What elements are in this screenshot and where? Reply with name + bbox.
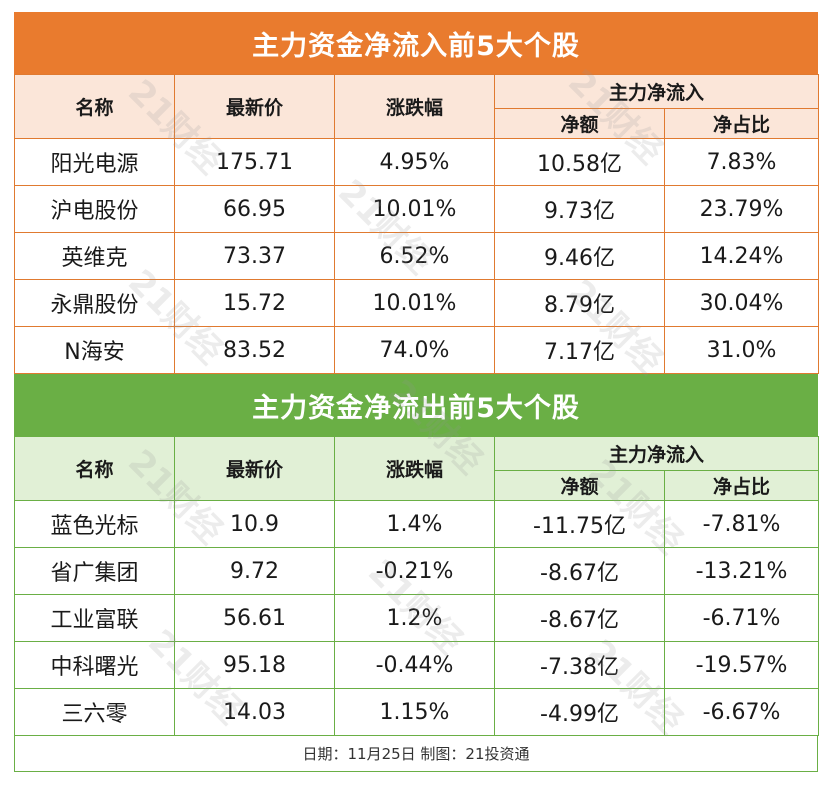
table-row: 永鼎股份 15.72 10.01% 8.79亿 30.04% xyxy=(14,279,820,327)
inflow-title: 主力资金净流入前5大个股 xyxy=(14,12,818,74)
stock-change: -0.21% xyxy=(334,547,495,595)
net-ratio: -13.21% xyxy=(663,547,820,595)
header-name: 名称 xyxy=(14,74,175,139)
table-row: 阳光电源 175.71 4.95% 10.58亿 7.83% xyxy=(14,138,820,186)
table-row: 沪电股份 66.95 10.01% 9.73亿 23.79% xyxy=(14,185,820,233)
stock-flow-infographic: 主力资金净流入前5大个股 名称 最新价 涨跌幅 主力净流入 净额 净占比 阳光电… xyxy=(14,12,820,772)
net-amount: 9.73亿 xyxy=(494,185,665,233)
net-amount: 8.79亿 xyxy=(494,279,665,327)
stock-change: 6.52% xyxy=(334,232,495,280)
header-main-net-inflow: 主力净流入 xyxy=(493,436,820,471)
net-ratio: 14.24% xyxy=(663,232,820,280)
net-amount: 7.17亿 xyxy=(494,326,665,374)
net-ratio: -6.67% xyxy=(663,688,820,736)
stock-price: 95.18 xyxy=(174,641,335,689)
net-ratio: 7.83% xyxy=(663,138,820,186)
stock-change: 4.95% xyxy=(334,138,495,186)
stock-price: 66.95 xyxy=(174,185,335,233)
stock-change: 10.01% xyxy=(334,185,495,233)
stock-change: 1.4% xyxy=(334,500,495,548)
header-amount: 净额 xyxy=(494,108,665,139)
table-row: 省广集团 9.72 -0.21% -8.67亿 -13.21% xyxy=(14,547,820,595)
stock-change: -0.44% xyxy=(334,641,495,689)
net-ratio: -7.81% xyxy=(663,500,820,548)
table-row: N海安 83.52 74.0% 7.17亿 31.0% xyxy=(14,326,820,374)
stock-price: 83.52 xyxy=(174,326,335,374)
header-ratio: 净占比 xyxy=(663,470,820,501)
table-row: 中科曙光 95.18 -0.44% -7.38亿 -19.57% xyxy=(14,641,820,689)
header-main-net-inflow: 主力净流入 xyxy=(493,74,820,109)
header-name: 名称 xyxy=(14,436,175,501)
stock-change: 10.01% xyxy=(334,279,495,327)
stock-name: 沪电股份 xyxy=(14,185,175,233)
header-change: 涨跌幅 xyxy=(334,436,495,501)
stock-price: 73.37 xyxy=(174,232,335,280)
table-row: 英维克 73.37 6.52% 9.46亿 14.24% xyxy=(14,232,820,280)
net-ratio: -19.57% xyxy=(663,641,820,689)
net-amount: -4.99亿 xyxy=(494,688,665,736)
stock-price: 9.72 xyxy=(174,547,335,595)
stock-name: 省广集团 xyxy=(14,547,175,595)
stock-name: 英维克 xyxy=(14,232,175,280)
net-ratio: 31.0% xyxy=(663,326,820,374)
stock-change: 74.0% xyxy=(334,326,495,374)
stock-name: 永鼎股份 xyxy=(14,279,175,327)
table-row: 工业富联 56.61 1.2% -8.67亿 -6.71% xyxy=(14,594,820,642)
net-amount: 9.46亿 xyxy=(494,232,665,280)
table-row: 蓝色光标 10.9 1.4% -11.75亿 -7.81% xyxy=(14,500,820,548)
stock-change: 1.2% xyxy=(334,594,495,642)
stock-name: 蓝色光标 xyxy=(14,500,175,548)
table-row: 三六零 14.03 1.15% -4.99亿 -6.67% xyxy=(14,688,820,736)
header-amount: 净额 xyxy=(494,470,665,501)
stock-change: 1.15% xyxy=(334,688,495,736)
stock-price: 15.72 xyxy=(174,279,335,327)
header-ratio: 净占比 xyxy=(663,108,820,139)
net-ratio: 30.04% xyxy=(663,279,820,327)
net-amount: -11.75亿 xyxy=(494,500,665,548)
stock-name: 三六零 xyxy=(14,688,175,736)
inflow-table: 名称 最新价 涨跌幅 主力净流入 净额 净占比 阳光电源 175.71 4.95… xyxy=(14,74,820,374)
stock-price: 10.9 xyxy=(174,500,335,548)
net-amount: 10.58亿 xyxy=(494,138,665,186)
net-ratio: -6.71% xyxy=(663,594,820,642)
stock-price: 175.71 xyxy=(174,138,335,186)
stock-price: 56.61 xyxy=(174,594,335,642)
net-amount: -8.67亿 xyxy=(494,594,665,642)
stock-name: N海安 xyxy=(14,326,175,374)
net-amount: -8.67亿 xyxy=(494,547,665,595)
header-price: 最新价 xyxy=(174,74,335,139)
footer-caption: 日期：11月25日 制图：21投资通 xyxy=(14,736,818,772)
outflow-title: 主力资金净流出前5大个股 xyxy=(14,374,818,436)
header-price: 最新价 xyxy=(174,436,335,501)
stock-price: 14.03 xyxy=(174,688,335,736)
outflow-table: 名称 最新价 涨跌幅 主力净流入 净额 净占比 蓝色光标 10.9 1.4% -… xyxy=(14,436,820,736)
net-ratio: 23.79% xyxy=(663,185,820,233)
stock-name: 阳光电源 xyxy=(14,138,175,186)
net-amount: -7.38亿 xyxy=(494,641,665,689)
stock-name: 中科曙光 xyxy=(14,641,175,689)
header-change: 涨跌幅 xyxy=(334,74,495,139)
stock-name: 工业富联 xyxy=(14,594,175,642)
